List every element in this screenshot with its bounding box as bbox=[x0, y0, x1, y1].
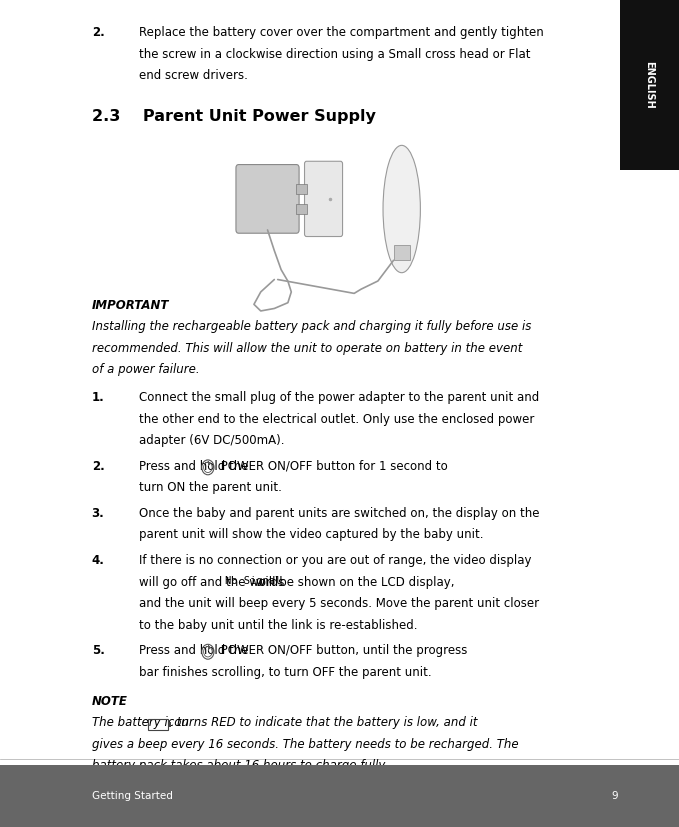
Text: will go off and the words: will go off and the words bbox=[139, 576, 289, 589]
Bar bbox=[620, 0, 679, 170]
Text: parent unit will show the video captured by the baby unit.: parent unit will show the video captured… bbox=[139, 528, 483, 542]
Bar bbox=[296, 184, 306, 194]
Ellipse shape bbox=[383, 146, 420, 273]
Bar bbox=[0, 765, 679, 827]
Text: battery pack takes about 16 hours to charge fully.: battery pack takes about 16 hours to cha… bbox=[92, 759, 388, 772]
Text: gives a beep every 16 seconds. The battery needs to be recharged. The: gives a beep every 16 seconds. The batte… bbox=[92, 738, 518, 751]
Text: and the unit will beep every 5 seconds. Move the parent unit closer: and the unit will beep every 5 seconds. … bbox=[139, 597, 539, 610]
Text: 3.: 3. bbox=[92, 507, 105, 520]
Text: 5.: 5. bbox=[92, 644, 105, 657]
Text: Press and hold the: Press and hold the bbox=[139, 460, 253, 473]
Text: recommended. This will allow the unit to operate on battery in the event: recommended. This will allow the unit to… bbox=[92, 342, 522, 355]
Text: end screw drivers.: end screw drivers. bbox=[139, 69, 248, 83]
Bar bbox=[394, 246, 410, 261]
Text: If there is no connection or you are out of range, the video display: If there is no connection or you are out… bbox=[139, 554, 532, 567]
Text: Replace the battery cover over the compartment and gently tighten: Replace the battery cover over the compa… bbox=[139, 26, 544, 40]
Bar bbox=[296, 204, 306, 214]
Text: adapter (6V DC/500mA).: adapter (6V DC/500mA). bbox=[139, 434, 285, 447]
Text: No Signal: No Signal bbox=[225, 576, 281, 586]
Text: POWER ON/OFF button for 1 second to: POWER ON/OFF button for 1 second to bbox=[217, 460, 448, 473]
FancyBboxPatch shape bbox=[236, 165, 299, 233]
Text: ENGLISH: ENGLISH bbox=[644, 61, 655, 108]
Text: Connect the small plug of the power adapter to the parent unit and: Connect the small plug of the power adap… bbox=[139, 391, 539, 404]
Text: bar finishes scrolling, to turn OFF the parent unit.: bar finishes scrolling, to turn OFF the … bbox=[139, 666, 432, 679]
Text: Getting Started: Getting Started bbox=[92, 791, 172, 801]
Text: 2.3    Parent Unit Power Supply: 2.3 Parent Unit Power Supply bbox=[92, 109, 375, 124]
Text: 9: 9 bbox=[611, 791, 618, 801]
Text: will be shown on the LCD display,: will be shown on the LCD display, bbox=[253, 576, 455, 589]
Text: turns RED to indicate that the battery is low, and it: turns RED to indicate that the battery i… bbox=[172, 716, 477, 729]
FancyBboxPatch shape bbox=[304, 161, 342, 237]
Text: Press and hold the: Press and hold the bbox=[139, 644, 253, 657]
Text: POWER ON/OFF button, until the progress: POWER ON/OFF button, until the progress bbox=[217, 644, 468, 657]
Text: 2.: 2. bbox=[92, 460, 105, 473]
Text: The battery icon: The battery icon bbox=[92, 716, 192, 729]
Text: 1.: 1. bbox=[92, 391, 105, 404]
Text: Installing the rechargeable battery pack and charging it fully before use is: Installing the rechargeable battery pack… bbox=[92, 320, 531, 333]
Text: 4.: 4. bbox=[92, 554, 105, 567]
Text: IMPORTANT: IMPORTANT bbox=[92, 299, 169, 312]
Text: NOTE: NOTE bbox=[92, 695, 128, 708]
Text: turn ON the parent unit.: turn ON the parent unit. bbox=[139, 481, 282, 495]
Text: the screw in a clockwise direction using a Small cross head or Flat: the screw in a clockwise direction using… bbox=[139, 48, 531, 61]
Text: of a power failure.: of a power failure. bbox=[92, 363, 200, 376]
Text: 2.: 2. bbox=[92, 26, 105, 40]
Text: Once the baby and parent units are switched on, the display on the: Once the baby and parent units are switc… bbox=[139, 507, 540, 520]
Text: the other end to the electrical outlet. Only use the enclosed power: the other end to the electrical outlet. … bbox=[139, 413, 534, 426]
Text: to the baby unit until the link is re-established.: to the baby unit until the link is re-es… bbox=[139, 619, 418, 632]
Bar bbox=[168, 722, 170, 727]
Bar bbox=[147, 719, 168, 729]
